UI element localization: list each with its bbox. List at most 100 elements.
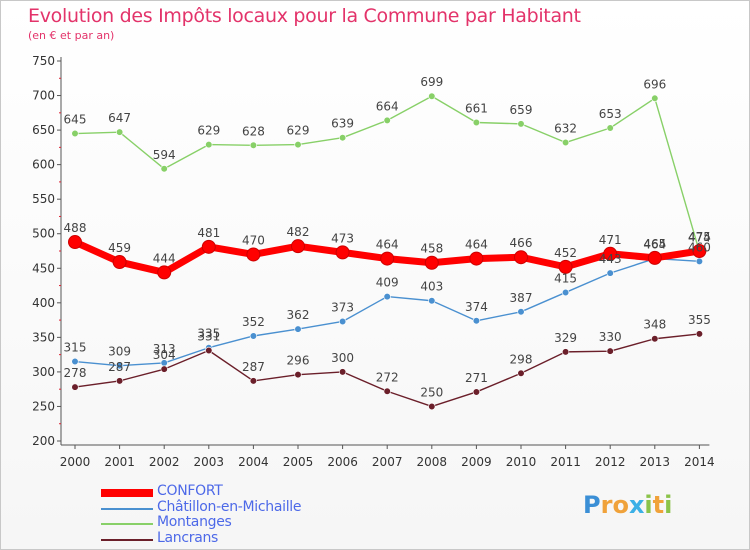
y-tick-label: 700 — [32, 89, 55, 103]
data-point — [157, 265, 172, 280]
data-label: 464 — [376, 238, 399, 252]
data-label: 373 — [331, 300, 354, 314]
data-point — [71, 383, 79, 391]
logo-letter: t — [652, 491, 665, 519]
data-label: 475 — [688, 230, 711, 244]
data-label: 330 — [599, 330, 622, 344]
data-label: 481 — [197, 226, 220, 240]
proxiti-logo: Proxiti — [583, 491, 672, 519]
legend-swatch-chatillon — [101, 507, 153, 510]
data-point — [68, 235, 82, 250]
data-point — [647, 250, 662, 265]
data-label: 629 — [197, 124, 220, 138]
data-label: 374 — [465, 300, 488, 314]
data-label: 460 — [688, 240, 711, 254]
legend-swatch-confort — [101, 489, 153, 497]
chart-subtitle: (en € et par an) — [28, 29, 115, 42]
x-tick-label: 2007 — [372, 455, 403, 469]
data-point — [249, 141, 257, 149]
y-tick-label: 400 — [32, 296, 55, 310]
data-point — [558, 259, 573, 274]
data-label: 659 — [510, 103, 533, 117]
x-tick-label: 2009 — [461, 455, 492, 469]
y-tick-label: 650 — [32, 123, 55, 137]
series-0 — [68, 235, 707, 280]
data-label: 443 — [599, 252, 622, 266]
y-tick-label: 600 — [32, 158, 55, 172]
data-point — [201, 239, 216, 254]
data-label: 355 — [688, 313, 711, 327]
data-label: 444 — [153, 251, 176, 265]
data-point — [339, 134, 347, 142]
x-tick-label: 2008 — [417, 455, 448, 469]
data-label: 296 — [287, 354, 310, 368]
data-point — [335, 245, 350, 260]
data-point — [383, 387, 391, 395]
data-label: 329 — [554, 331, 577, 345]
x-tick-label: 2004 — [238, 455, 269, 469]
logo-letter: i — [644, 491, 653, 519]
data-label: 653 — [599, 107, 622, 121]
legend-label-confort: CONFORT — [157, 483, 223, 499]
data-point — [561, 288, 570, 297]
data-label: 313 — [153, 342, 176, 356]
y-tick-label: 550 — [32, 192, 55, 206]
x-tick-label: 2000 — [60, 455, 91, 469]
y-tick-label: 250 — [32, 399, 55, 413]
y-tick-label: 300 — [32, 365, 55, 379]
data-point — [71, 357, 79, 366]
data-label: 699 — [420, 75, 443, 89]
data-point — [514, 250, 528, 265]
x-tick-label: 2006 — [327, 455, 358, 469]
x-tick-label: 2001 — [104, 455, 135, 469]
data-point — [205, 346, 213, 355]
series-1 — [71, 255, 704, 370]
data-point — [472, 118, 481, 127]
y-tick-label: 450 — [32, 261, 55, 275]
data-label: 458 — [420, 242, 443, 256]
data-point — [160, 365, 168, 373]
data-point — [517, 120, 525, 128]
data-label: 474 — [688, 231, 711, 245]
data-point — [472, 317, 481, 325]
data-label: 628 — [242, 124, 265, 138]
x-tick-label: 2014 — [684, 455, 715, 469]
legend-swatch-lancrans — [101, 538, 153, 541]
data-label: 466 — [510, 236, 533, 250]
data-label: 661 — [465, 101, 488, 115]
data-point — [291, 239, 305, 254]
legend-label-montanges: Montanges — [157, 514, 232, 530]
data-point — [383, 116, 391, 125]
data-label: 470 — [242, 233, 265, 247]
data-label: 471 — [599, 233, 622, 247]
logo-letter: r — [600, 491, 613, 519]
y-tick-label: 350 — [32, 330, 55, 344]
data-label: 403 — [420, 280, 443, 294]
data-point — [294, 371, 302, 379]
data-point — [692, 244, 707, 258]
x-tick-label: 2010 — [506, 455, 537, 469]
data-point — [695, 257, 704, 265]
data-label: 482 — [287, 225, 310, 239]
data-point — [71, 129, 79, 138]
data-label: 452 — [554, 246, 577, 260]
data-label: 488 — [64, 221, 87, 235]
data-label: 409 — [376, 276, 399, 290]
legend-label-lancrans: Lancrans — [157, 529, 219, 546]
data-label: 362 — [287, 308, 310, 322]
logo-letter: x — [628, 491, 645, 519]
data-label: 331 — [197, 329, 220, 343]
y-tick-label: 750 — [32, 54, 55, 68]
data-point — [695, 330, 704, 338]
data-label: 335 — [197, 327, 220, 341]
legend-label-chatillon: Châtillon-en-Michaille — [157, 498, 302, 515]
data-point — [561, 138, 570, 147]
data-label: 287 — [108, 360, 131, 374]
data-label: 271 — [465, 371, 488, 385]
logo-letter: o — [612, 491, 629, 519]
data-point — [115, 362, 124, 370]
logo-letter: P — [583, 491, 601, 519]
data-label: 415 — [554, 271, 577, 285]
data-point — [472, 388, 481, 396]
